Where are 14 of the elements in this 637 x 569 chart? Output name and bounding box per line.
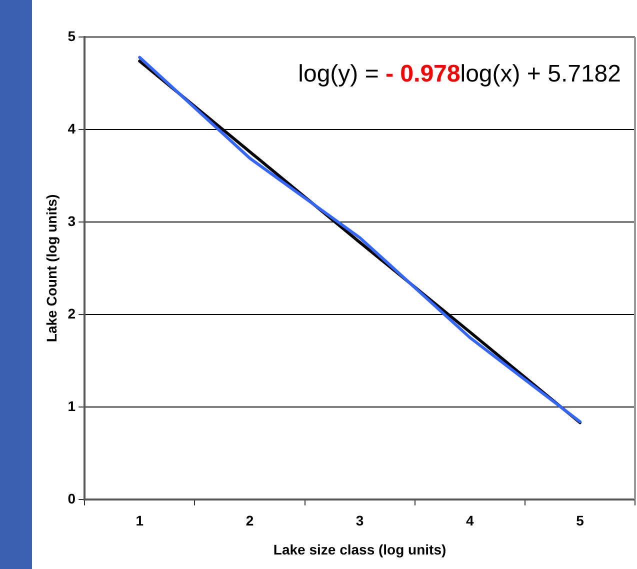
x-tick-label: 1 [136, 512, 144, 529]
y-tick-label: 5 [68, 28, 76, 44]
x-tick-label: 4 [466, 512, 474, 529]
y-axis-title: Lake Count (log units) [43, 194, 60, 342]
y-tick-label: 4 [68, 120, 76, 136]
y-tick-label: 1 [68, 398, 76, 414]
x-axis-title: Lake size class (log units) [273, 541, 446, 558]
annotation: log(y) = - 0.978log(x) + 5.7182 [298, 60, 622, 88]
y-tick-label: 0 [68, 490, 76, 506]
y-tick-label: 2 [68, 305, 76, 322]
x-tick-label: 2 [246, 512, 254, 529]
y-tick-label: 3 [68, 212, 76, 229]
x-tick-label: 3 [356, 512, 364, 529]
x-tick-label: 5 [576, 512, 584, 529]
